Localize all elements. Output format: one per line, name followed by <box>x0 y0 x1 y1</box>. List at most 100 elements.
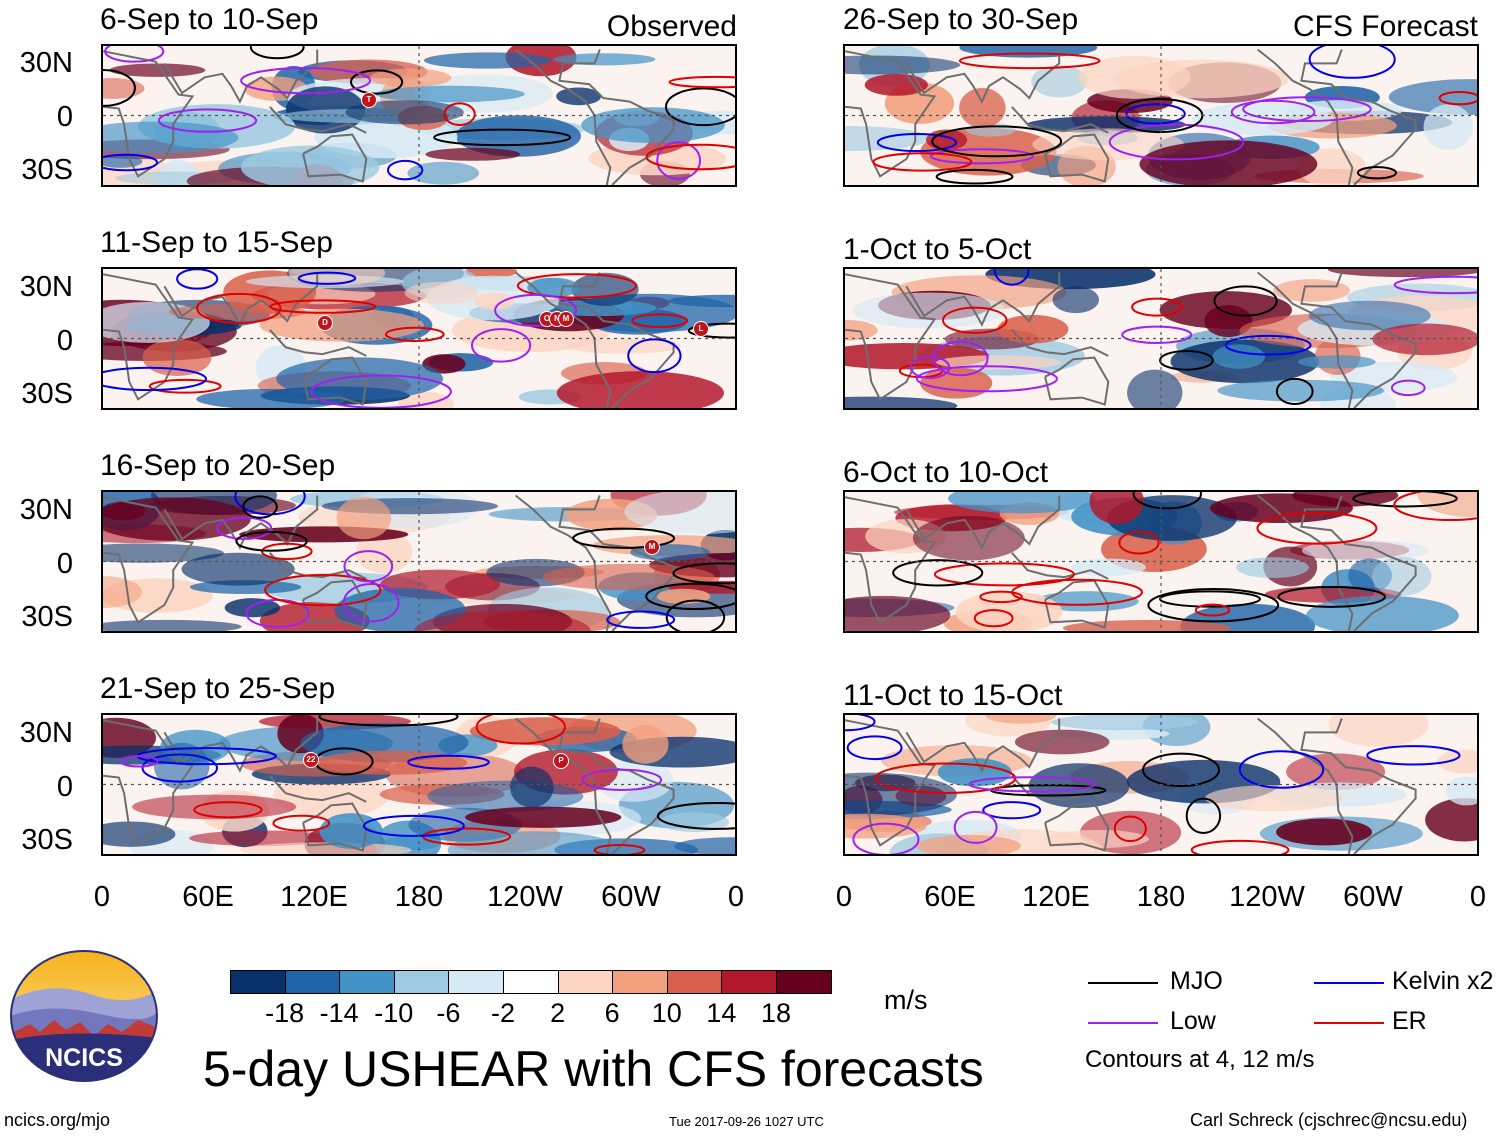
ncics-logo: NCICS <box>10 950 158 1082</box>
er-contour <box>1190 839 1290 854</box>
er-contour <box>269 299 377 314</box>
kelvin-contour <box>176 269 219 290</box>
mjo-contour <box>1142 752 1220 788</box>
coastline <box>1044 579 1110 629</box>
shear-anomaly-blob <box>103 497 251 541</box>
low-contour <box>953 810 998 844</box>
colorbar-swatch <box>776 970 832 994</box>
mjo-contour <box>1275 377 1314 405</box>
colorbar-tick-label: 10 <box>651 998 682 1028</box>
shear-anomaly-blob <box>1031 64 1088 98</box>
panel-title-obs-4: 21-Sep to 25-Sep <box>100 672 336 705</box>
lat-label: 0 <box>56 325 73 357</box>
colorbar-tick-label: -10 <box>374 998 414 1028</box>
er-contour <box>979 590 1023 604</box>
observed-label: Observed <box>606 10 737 43</box>
mjo-contour <box>656 802 735 830</box>
low-contour <box>1242 96 1372 123</box>
er-contour <box>958 52 1101 70</box>
coastline <box>905 718 1061 773</box>
legend-label-kelvin: Kelvin x2 <box>1392 967 1494 995</box>
shear-anomaly-blob <box>997 314 1069 344</box>
er-contour <box>1113 815 1147 843</box>
er-contour <box>872 152 973 172</box>
low-contour <box>240 66 372 95</box>
lon-label: 120E <box>280 881 348 913</box>
coastline <box>514 271 612 408</box>
shear-anomaly-blob <box>668 294 735 308</box>
shear-anomaly-blob <box>1308 300 1431 331</box>
er-contour <box>1194 603 1231 617</box>
panel-title-fcst-4: 11-Oct to 15-Oct <box>843 679 1063 712</box>
kelvin-contour <box>141 753 219 783</box>
lat-label: 30S <box>21 154 73 186</box>
coastline <box>1256 271 1354 408</box>
lon-label: 60W <box>1343 881 1403 913</box>
shear-anomaly-blob <box>455 115 581 157</box>
cfs-forecast-label: CFS Forecast <box>1292 10 1478 43</box>
coastline <box>845 50 937 178</box>
low-contour <box>915 365 1058 393</box>
lat-label: 30S <box>21 824 73 856</box>
er-contour <box>475 715 566 745</box>
lon-label: 60W <box>601 881 661 913</box>
shear-anomaly-blob <box>1217 379 1385 402</box>
lat-label: 30S <box>21 378 73 410</box>
colorbar-swatch <box>448 970 504 994</box>
colorbar-tick-label: -2 <box>490 998 515 1028</box>
low-contour <box>656 141 702 180</box>
coastline <box>1300 495 1417 631</box>
low-contour <box>909 355 951 380</box>
legend-line-kelvin <box>1314 982 1384 984</box>
mjo-contour <box>318 715 459 727</box>
shear-anomaly-blob <box>556 371 724 408</box>
mjo-contour <box>935 168 1014 185</box>
mjo-contour <box>1277 586 1386 608</box>
kelvin-contour <box>1125 103 1186 125</box>
colorbar-unit: m/s <box>884 985 928 1015</box>
coastline <box>103 496 195 624</box>
coastline <box>845 719 937 847</box>
er-contour <box>443 102 476 126</box>
mjo-contour <box>1159 590 1261 608</box>
shear-anomaly-blob <box>845 55 961 75</box>
logo-text: NCICS <box>45 1044 123 1072</box>
shear-anomaly-blob <box>1052 286 1100 314</box>
shear-anomaly-blob <box>465 269 518 278</box>
mjo-contour <box>1185 797 1222 834</box>
colorbar-swatch <box>503 970 559 994</box>
er-contour <box>384 326 445 342</box>
shear-anomaly-blob <box>336 496 392 540</box>
coastline <box>269 552 367 580</box>
shear-anomaly-blob <box>1276 818 1373 846</box>
low-contour <box>1121 325 1193 344</box>
er-contour <box>631 313 689 328</box>
shear-anomaly-blob <box>345 100 464 125</box>
shear-anomaly-blob <box>1051 715 1199 731</box>
er-contour <box>973 609 1014 628</box>
coastline <box>1011 329 1109 357</box>
coastline <box>1011 775 1109 803</box>
coastline <box>302 133 368 183</box>
mjo-contour <box>349 69 404 95</box>
mjo-contour <box>645 582 735 611</box>
tropical-cyclone-marker: M <box>558 311 574 327</box>
shear-anomaly-blob <box>189 830 334 847</box>
shear-anomaly-blob <box>1205 785 1343 812</box>
kelvin-contour <box>876 133 958 153</box>
shear-anomaly-blob <box>845 772 957 817</box>
low-contour <box>343 550 394 583</box>
map-panel-forecast-2 <box>843 267 1479 410</box>
mjo-contour <box>1132 492 1202 510</box>
map-panel-observed-1: T <box>101 44 737 187</box>
mjo-contour <box>687 322 735 339</box>
coastline <box>1300 49 1417 185</box>
lat-label: 30N <box>19 717 73 749</box>
mjo-contour <box>1352 492 1458 508</box>
shear-anomaly-blob <box>845 126 931 151</box>
er-contour <box>196 292 282 325</box>
kelvin-contour <box>407 754 490 770</box>
shear-anomaly-blob <box>845 320 878 341</box>
low-contour <box>1230 99 1316 125</box>
shear-anomaly-blob <box>864 73 928 96</box>
